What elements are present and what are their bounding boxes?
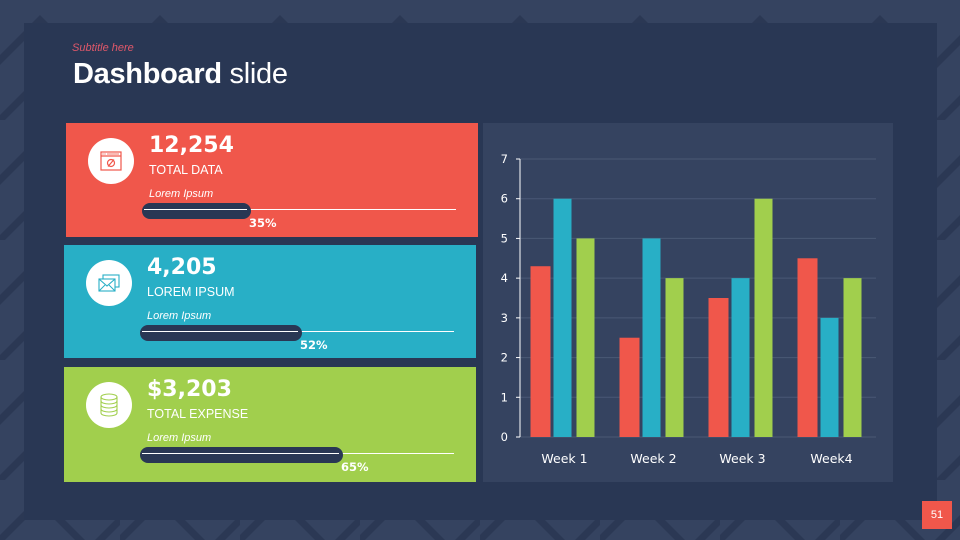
icon-badge (88, 138, 134, 184)
page-number: 51 (922, 501, 952, 529)
stat-label: LOREM IPSUM (147, 285, 235, 299)
progress-caption: Lorem Ipsum (149, 188, 214, 200)
slide-subtitle: Subtitle here (72, 42, 134, 54)
bar (708, 298, 729, 437)
icon-badge (86, 260, 132, 306)
title-light: slide (229, 58, 288, 90)
bar (820, 317, 839, 437)
y-tick-label: 2 (501, 351, 508, 365)
progress-caption: Lorem Ipsum (147, 432, 212, 444)
progress-fill (140, 325, 302, 341)
progress-fill (142, 203, 251, 219)
title-bold: Dashboard (73, 58, 222, 90)
x-tick-label: Week 1 (541, 451, 587, 466)
x-tick-label: Week 3 (719, 451, 765, 466)
slide-title: Dashboard slide (73, 58, 288, 91)
bar-chart: 0 1 2 3 4 5 6 7 Week 1 Week 2 Week 3 Week4 (501, 152, 876, 466)
bar (843, 278, 862, 437)
stat-card-total-data: 12,254 TOTAL DATA Lorem Ipsum 35% (66, 123, 478, 237)
stat-label: TOTAL EXPENSE (147, 407, 249, 421)
x-tick-label: Week4 (810, 451, 852, 466)
browser-window-icon (100, 151, 122, 171)
database-icon (100, 393, 118, 417)
progress-fill (140, 447, 343, 463)
icon-badge (86, 382, 132, 428)
progress-percent: 65% (341, 460, 369, 474)
stat-value: $3,203 (147, 377, 232, 402)
envelopes-icon (98, 274, 120, 292)
bar (642, 238, 661, 437)
stat-card-total-expense: $3,203 TOTAL EXPENSE Lorem Ipsum 65% (64, 367, 476, 482)
y-tick-label: 0 (501, 430, 508, 444)
bar (754, 198, 773, 437)
y-tick-label: 6 (501, 192, 508, 206)
bar (731, 278, 750, 437)
y-tick-label: 3 (501, 311, 508, 325)
y-tick-label: 5 (501, 231, 508, 245)
progress-caption: Lorem Ipsum (147, 310, 212, 322)
y-tick-label: 7 (501, 152, 508, 166)
y-tick-label: 1 (501, 390, 508, 404)
bar (553, 198, 572, 437)
y-tick-label: 4 (501, 271, 508, 285)
stat-value: 4,205 (147, 255, 217, 280)
bar (576, 238, 595, 437)
bar (530, 266, 551, 437)
x-tick-label: Week 2 (630, 451, 676, 466)
bar (619, 337, 640, 437)
stat-label: TOTAL DATA (149, 163, 223, 177)
stat-value: 12,254 (149, 133, 234, 158)
bar (797, 258, 818, 437)
progress-percent: 52% (300, 338, 328, 352)
bar-chart-panel: 0 1 2 3 4 5 6 7 Week 1 Week 2 Week 3 Week4 (483, 123, 893, 482)
progress-percent: 35% (249, 216, 277, 230)
progress-track (144, 209, 456, 210)
bar (665, 278, 684, 437)
stat-card-lorem-ipsum: 4,205 LOREM IPSUM Lorem Ipsum 52% (64, 245, 476, 358)
